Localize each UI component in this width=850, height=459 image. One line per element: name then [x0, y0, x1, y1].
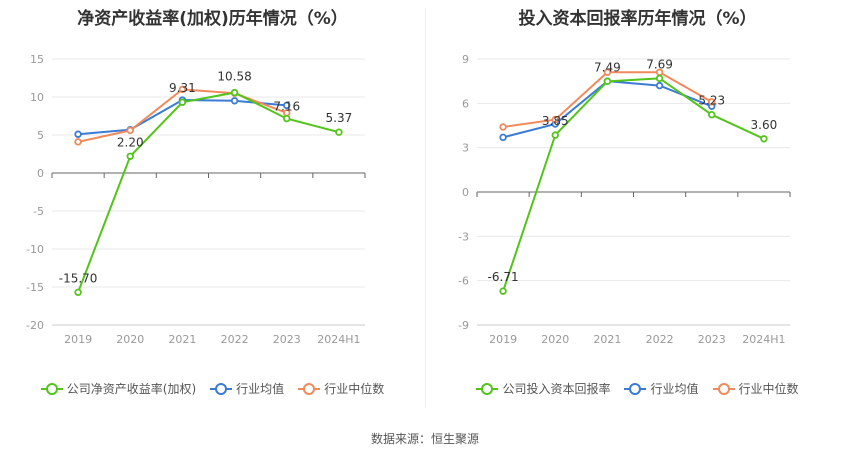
- x-tick-label: 2021: [168, 333, 196, 346]
- legend-item[interactable]: 行业中位数: [298, 380, 384, 397]
- y-tick-label: -5: [33, 205, 44, 218]
- data-point: [708, 98, 716, 106]
- legend-label: 行业均值: [236, 382, 285, 396]
- data-source-note: 数据来源：恒生聚源: [370, 432, 479, 446]
- legend-swatch-icon: [476, 382, 499, 395]
- data-label: -6.71: [488, 270, 519, 284]
- data-point: [74, 138, 82, 146]
- legend-item[interactable]: 行业均值: [210, 380, 284, 397]
- data-label: 5.23: [698, 94, 725, 108]
- data-point: [230, 97, 239, 105]
- legend-item[interactable]: 公司投入资本回报率: [476, 380, 610, 397]
- legend-item[interactable]: 公司净资产收益率(加权): [40, 380, 197, 397]
- data-point: [499, 287, 507, 295]
- data-point: [760, 135, 768, 143]
- data-point: [499, 133, 507, 142]
- series-line: [502, 80, 713, 139]
- x-tick-label: 2021: [593, 333, 621, 346]
- data-point: [499, 123, 507, 131]
- y-tick-label: -3: [458, 230, 469, 243]
- data-point: [655, 74, 664, 83]
- x-tick-label: 2020: [541, 333, 569, 346]
- x-tick-label: 2024H1: [742, 333, 785, 346]
- legend-label: 行业均值: [650, 382, 699, 396]
- data-label: 7.16: [273, 100, 300, 114]
- legend-label: 公司净资产收益率(加权): [66, 382, 197, 396]
- roe-chart-panel: 净资产收益率(加权)历年情况（%） 15 10 5 0 -5 -10 -15 -20 2019 2…: [0, 0, 425, 420]
- legend-swatch-icon: [712, 382, 735, 395]
- roic-chart-title: 投入资本回报率历年情况（%）: [518, 9, 757, 29]
- data-point: [655, 81, 664, 90]
- data-label: 7.49: [594, 60, 621, 74]
- roe-chart-title: 净资产收益率(加权)历年情况（%）: [77, 9, 348, 29]
- y-tick-label: 3: [462, 142, 469, 155]
- y-tick-label: 5: [37, 129, 44, 142]
- x-tick-label: 2024H1: [317, 333, 360, 346]
- data-point: [126, 126, 134, 135]
- data-label: 3.85: [542, 114, 569, 128]
- data-point: [603, 68, 612, 76]
- y-tick-label: -6: [458, 275, 469, 288]
- data-label: 5.37: [326, 111, 353, 125]
- legend-swatch-icon: [298, 382, 321, 395]
- data-point: [178, 98, 187, 106]
- data-label: -15.70: [59, 271, 98, 285]
- y-tick-label: -10: [26, 243, 44, 256]
- x-tick-label: 2020: [116, 333, 144, 346]
- legend-swatch-icon: [40, 382, 63, 395]
- data-point: [178, 85, 187, 94]
- legend-item[interactable]: 行业中位数: [712, 380, 799, 397]
- roe-chart: 15 10 5 0 -5 -10 -15 -20 2019 2020 2021 2022 2023 202…: [26, 53, 366, 346]
- data-label: 9.31: [169, 81, 196, 95]
- x-tick-label: 2019: [489, 333, 517, 346]
- y-tick-label: 0: [37, 167, 44, 180]
- data-point: [283, 101, 291, 110]
- y-tick-label: 15: [30, 53, 44, 66]
- data-label: 2.20: [117, 135, 144, 149]
- y-tick-label: -15: [26, 281, 44, 294]
- data-point: [74, 130, 82, 138]
- x-tick-label: 2023: [698, 333, 726, 346]
- roic-chart: 9 6 3 0 -3 -6 -9 2019 2020 2021 2022 2023 2024H1 -6.7…: [458, 53, 791, 346]
- y-tick-label: 9: [462, 53, 469, 66]
- x-tick-label: 2022: [646, 333, 674, 346]
- data-point: [708, 111, 716, 119]
- y-tick-label: -20: [26, 319, 44, 332]
- data-label: 3.60: [751, 118, 778, 132]
- panel-divider: [425, 8, 426, 408]
- x-tick-label: 2023: [273, 333, 301, 346]
- data-point: [283, 114, 291, 123]
- legend-swatch-icon: [624, 382, 647, 395]
- x-tick-label: 2022: [221, 333, 249, 346]
- y-tick-label: 6: [462, 97, 469, 110]
- legend-label: 行业中位数: [738, 382, 799, 396]
- legend-label: 公司投入资本回报率: [502, 382, 611, 396]
- series-line: [502, 77, 765, 292]
- roic-chart-legend: 公司投入资本回报率 行业均值 行业中位数: [425, 380, 850, 397]
- data-label: 10.58: [217, 70, 251, 84]
- legend-label: 行业中位数: [324, 382, 385, 396]
- data-point: [603, 77, 612, 86]
- y-tick-label: 0: [462, 186, 469, 199]
- data-point: [74, 288, 82, 297]
- series-line: [77, 91, 340, 293]
- data-point: [551, 131, 559, 139]
- x-tick-label: 2019: [64, 333, 92, 346]
- y-tick-label: -9: [458, 319, 469, 332]
- data-label: 7.69: [646, 57, 673, 71]
- roic-chart-panel: 投入资本回报率历年情况（%） 9 6 3 0 -3 -6 -9 2019 2020 2021 202…: [425, 0, 850, 420]
- data-point: [230, 88, 239, 97]
- data-point: [126, 152, 134, 160]
- roe-chart-legend: 公司净资产收益率(加权) 行业均值 行业中位数: [0, 380, 425, 397]
- data-point: [335, 128, 343, 136]
- legend-item[interactable]: 行业均值: [624, 380, 699, 397]
- y-tick-label: 10: [30, 91, 44, 104]
- legend-swatch-icon: [210, 382, 233, 395]
- data-point: [551, 115, 559, 124]
